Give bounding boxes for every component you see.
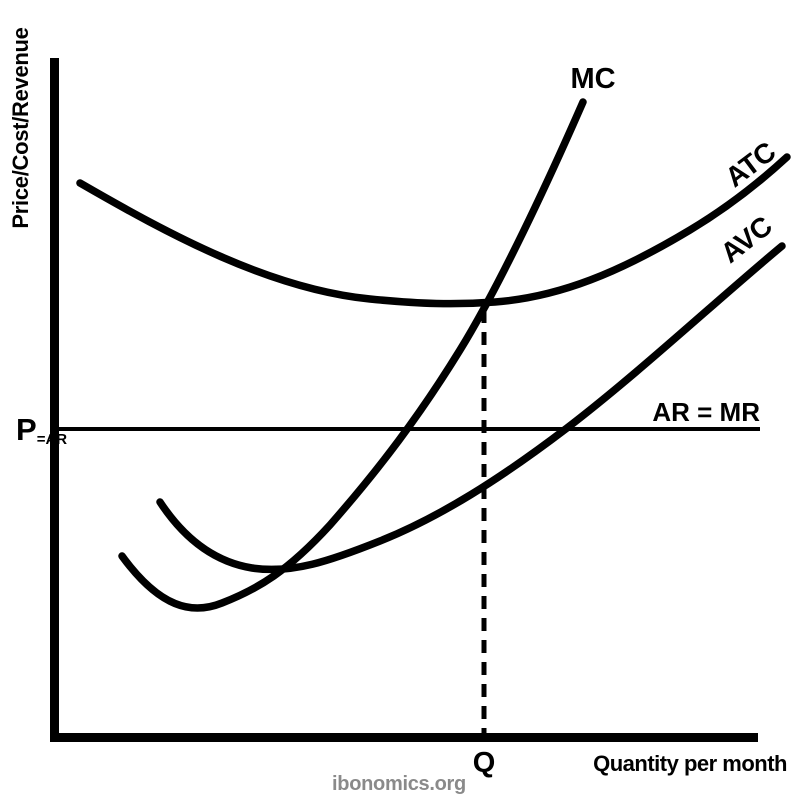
x-axis-title: Quantity per month (593, 751, 787, 776)
axes-lines (50, 58, 758, 742)
mc-curve (118, 98, 587, 612)
price-axis-label: P=AR (16, 412, 67, 448)
mc-curve-label: MC (570, 63, 615, 95)
watermark-text: ibonomics.org (332, 773, 466, 795)
quantity-axis-label: Q (473, 747, 496, 779)
ar-mr-label: AR = MR (652, 397, 760, 427)
y-axis-title: Price/Cost/Revenue (8, 27, 33, 228)
price-axis-label-subscript: =AR (37, 431, 68, 448)
avc-curve (156, 242, 786, 574)
atc-curve (76, 153, 791, 308)
price-axis-label-p: P (16, 412, 37, 447)
